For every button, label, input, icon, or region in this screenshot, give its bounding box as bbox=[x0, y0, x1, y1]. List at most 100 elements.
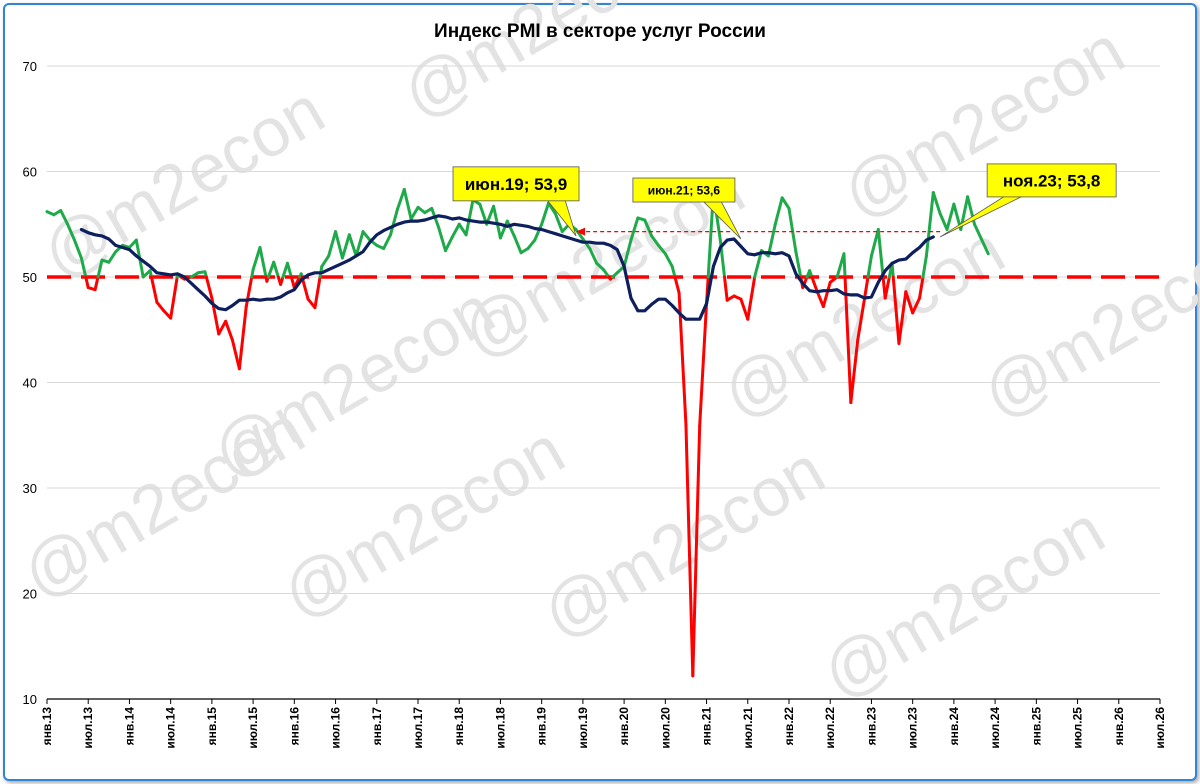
pmi-segment bbox=[402, 187, 413, 221]
x-tick-label: янв.14 bbox=[122, 707, 136, 746]
pmi-segment bbox=[533, 222, 544, 242]
pmi-segment bbox=[924, 191, 935, 258]
x-tick-label: янв.24 bbox=[947, 707, 961, 746]
pmi-segment bbox=[107, 250, 118, 264]
pmi-segment bbox=[891, 275, 901, 345]
callout-box bbox=[632, 177, 736, 203]
pmi-segment bbox=[231, 338, 241, 371]
pmi-segment bbox=[59, 209, 70, 226]
pmi-segment bbox=[739, 297, 750, 321]
pmi-segment bbox=[334, 230, 344, 260]
x-tick-label: июл.23 bbox=[906, 707, 920, 749]
x-tick-label: июл.21 bbox=[741, 707, 755, 749]
pmi-segment bbox=[505, 219, 516, 238]
x-tick-label: июл.24 bbox=[988, 707, 1002, 749]
x-tick-label: янв.16 bbox=[287, 707, 301, 746]
pmi-segment bbox=[155, 300, 166, 313]
x-tick-label: июл.14 bbox=[164, 707, 178, 749]
pmi-segment bbox=[876, 228, 885, 279]
pmi-segment bbox=[224, 319, 234, 342]
pmi-segment bbox=[921, 254, 928, 279]
pmi-segment bbox=[354, 230, 365, 258]
pmi-segment bbox=[842, 252, 847, 279]
pmi-segment bbox=[766, 222, 777, 258]
pmi-segment bbox=[313, 275, 322, 310]
y-tick-label: 70 bbox=[23, 59, 37, 74]
pmi-segment bbox=[450, 222, 461, 239]
pmi-segment bbox=[643, 218, 654, 238]
pmi-segment bbox=[258, 245, 268, 279]
y-tick-label: 10 bbox=[23, 692, 37, 707]
x-tick-label: янв.23 bbox=[864, 707, 878, 746]
x-tick-label: июл.13 bbox=[81, 707, 95, 749]
callout: ноя.23; 53,8 bbox=[939, 163, 1117, 238]
pmi-segment bbox=[863, 275, 870, 300]
x-tick-label: янв.20 bbox=[617, 707, 631, 746]
pmi-segment bbox=[266, 260, 276, 279]
pmi-segment bbox=[656, 243, 667, 256]
pmi-segment bbox=[810, 275, 818, 292]
x-tick-label: янв.18 bbox=[452, 707, 466, 746]
pmi-segment bbox=[93, 275, 100, 292]
x-tick-label: июл.26 bbox=[1153, 707, 1167, 749]
pmi-segment bbox=[979, 237, 990, 256]
watermark-text: @m2econ bbox=[970, 212, 1200, 433]
x-tick-label: янв.25 bbox=[1029, 707, 1043, 746]
pmi-segment bbox=[244, 275, 254, 309]
pmi-segment bbox=[918, 275, 925, 300]
pmi-segment bbox=[217, 319, 228, 336]
watermark-text: @m2econ bbox=[830, 12, 1137, 233]
pmi-segment bbox=[849, 338, 860, 405]
x-tick-label: янв.17 bbox=[370, 707, 384, 746]
x-tick-label: июл.16 bbox=[329, 707, 343, 749]
pmi-segment bbox=[684, 423, 695, 678]
x-tick-label: янв.15 bbox=[205, 707, 219, 746]
pmi-segment bbox=[945, 202, 956, 232]
callout-label: июн.21; 53,6 bbox=[648, 183, 721, 197]
watermark-text: @m2econ bbox=[810, 492, 1117, 713]
pmi-segment bbox=[723, 275, 729, 302]
pmi-segment bbox=[347, 233, 358, 258]
smoothed-line bbox=[79, 214, 935, 321]
callout-label: июн.19; 53,9 bbox=[465, 175, 567, 194]
watermark-layer: @m2econ@m2econ @m2econ@m2econ@m2econ@m2ec… bbox=[10, 0, 1200, 713]
pmi-segment bbox=[464, 198, 475, 237]
pmi-segment bbox=[389, 207, 399, 237]
pmi-segment bbox=[794, 250, 803, 279]
pmi-segment bbox=[698, 301, 709, 428]
pmi-segment bbox=[602, 268, 611, 279]
callout: июн.19; 53,9 bbox=[452, 166, 580, 237]
pmi-segment bbox=[691, 424, 702, 678]
pmi-segment bbox=[595, 261, 605, 272]
pmi-segment bbox=[512, 234, 523, 255]
pmi-segment bbox=[72, 238, 83, 260]
series-lines bbox=[45, 187, 990, 678]
chart-title: Индекс PMI в секторе услуг России bbox=[434, 21, 766, 42]
pmi-segment bbox=[66, 222, 76, 242]
axes: 10 20 30 40 50 60 70 янв.13 июл.13 янв.14 июл.14 ян… bbox=[23, 59, 1167, 749]
callouts: июн.19; 53,9 июн.21; 53,6 ноя.23; 53,8 bbox=[452, 163, 1117, 240]
x-tick-label: янв.19 bbox=[535, 707, 549, 746]
pmi-segment bbox=[622, 238, 633, 268]
pmi-segment bbox=[79, 256, 88, 279]
pmi-segment bbox=[883, 275, 891, 300]
pmi-segment bbox=[498, 219, 509, 240]
pmi-segment bbox=[588, 247, 599, 265]
y-tick-label: 30 bbox=[23, 481, 37, 496]
x-tick-label: июл.15 bbox=[246, 707, 260, 749]
pmi-segment bbox=[650, 234, 660, 247]
x-tick-label: июл.22 bbox=[823, 707, 837, 749]
pmi-segment bbox=[673, 275, 681, 295]
pmi-segment bbox=[327, 230, 338, 258]
callout-label: ноя.23; 53,8 bbox=[1003, 172, 1100, 191]
pmi-segment bbox=[237, 305, 248, 371]
x-tick-label: июл.25 bbox=[1071, 707, 1085, 749]
watermark-text: @m2econ bbox=[30, 72, 337, 293]
pmi-segment bbox=[843, 275, 853, 405]
pmi-segment bbox=[84, 275, 90, 290]
pmi-segment bbox=[973, 222, 983, 241]
pmi-segment bbox=[773, 196, 784, 226]
x-tick-label: янв.13 bbox=[40, 707, 54, 746]
pmi-segment bbox=[361, 230, 372, 242]
pmi-segment bbox=[409, 205, 420, 221]
